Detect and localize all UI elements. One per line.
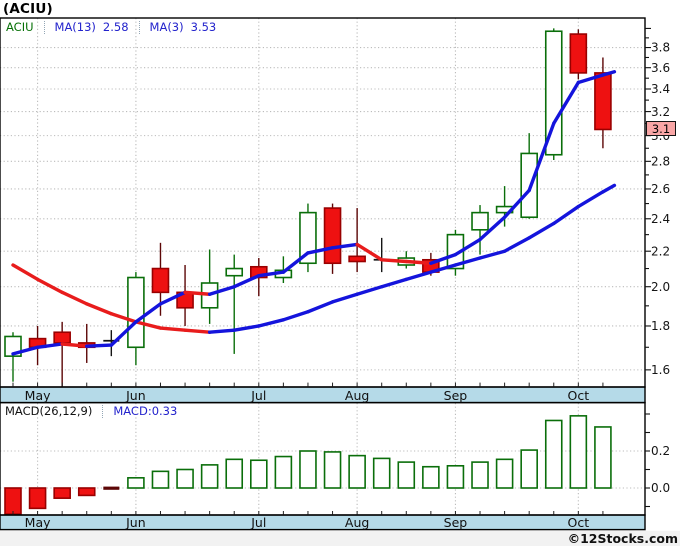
price-axis-label: 1.8 — [651, 319, 670, 333]
copyright-link[interactable]: ©12Stocks.com — [567, 531, 678, 546]
macd-axis-label: 0.0 — [651, 481, 670, 495]
month-labels: May May Jun Jun Jul Jul Aug Aug Sep Sep Oct Oct — [25, 388, 590, 530]
price-axis-label: 2.4 — [651, 212, 670, 226]
month-label: May — [25, 515, 51, 530]
month-label: Jul — [250, 388, 266, 403]
moving-average-lines — [11, 69, 617, 356]
price-axis-label: 3.6 — [651, 61, 670, 75]
macd-axis-label: 0.2 — [651, 444, 670, 458]
price-axis: 3.83.63.43.23.02.82.62.42.22.01.81.6 — [645, 27, 670, 377]
month-label: May — [25, 388, 51, 403]
x-axis-ticks — [12, 382, 604, 515]
price-axis-label: 3.2 — [651, 105, 670, 119]
macd-axis: 0.2 0.0 — [645, 413, 670, 508]
macd-legend: MACD(26,12,9) MACD:0.33 — [5, 405, 177, 418]
month-label: Oct — [568, 388, 590, 403]
ma3-value: 3.53 — [190, 20, 217, 34]
month-label: Jun — [125, 388, 146, 403]
price-axis-label: 2.0 — [651, 280, 670, 294]
ma3-label: MA(3) — [149, 20, 184, 34]
page-title: (ACIU) — [3, 1, 53, 17]
macd-params-label: MACD(26,12,9) — [5, 404, 93, 418]
ma3-legend: MA(3) 3.53 — [138, 20, 227, 34]
ma13-legend: MA(13) 2.58 — [43, 20, 139, 34]
month-label: Jun — [125, 515, 146, 530]
month-label: Sep — [444, 515, 468, 530]
ma13-value: 2.58 — [102, 20, 129, 34]
price-axis-label: 2.6 — [651, 182, 670, 196]
month-label: Jul — [250, 515, 266, 530]
month-label: Sep — [444, 388, 468, 403]
price-axis-label: 2.8 — [651, 155, 670, 169]
symbol-label: ACIU — [6, 20, 34, 34]
month-label: Aug — [345, 515, 369, 530]
price-axis-label: 2.2 — [651, 244, 670, 258]
frames-and-strips — [0, 17, 646, 531]
price-axis-label: 1.6 — [651, 363, 670, 377]
ma13-label: MA(13) — [54, 20, 96, 34]
price-axis-label: 3.8 — [651, 41, 670, 55]
macd-histogram — [4, 415, 612, 516]
month-label: Oct — [568, 515, 590, 530]
month-label: Aug — [345, 388, 369, 403]
macd-value-label: MACD:0.33 — [102, 405, 177, 418]
price-axis-label: 3.4 — [651, 82, 670, 96]
chart-legend: ACIU MA(13) 2.58 MA(3) 3.53 — [6, 21, 226, 34]
last-price-badge: 3.1 — [646, 121, 676, 137]
